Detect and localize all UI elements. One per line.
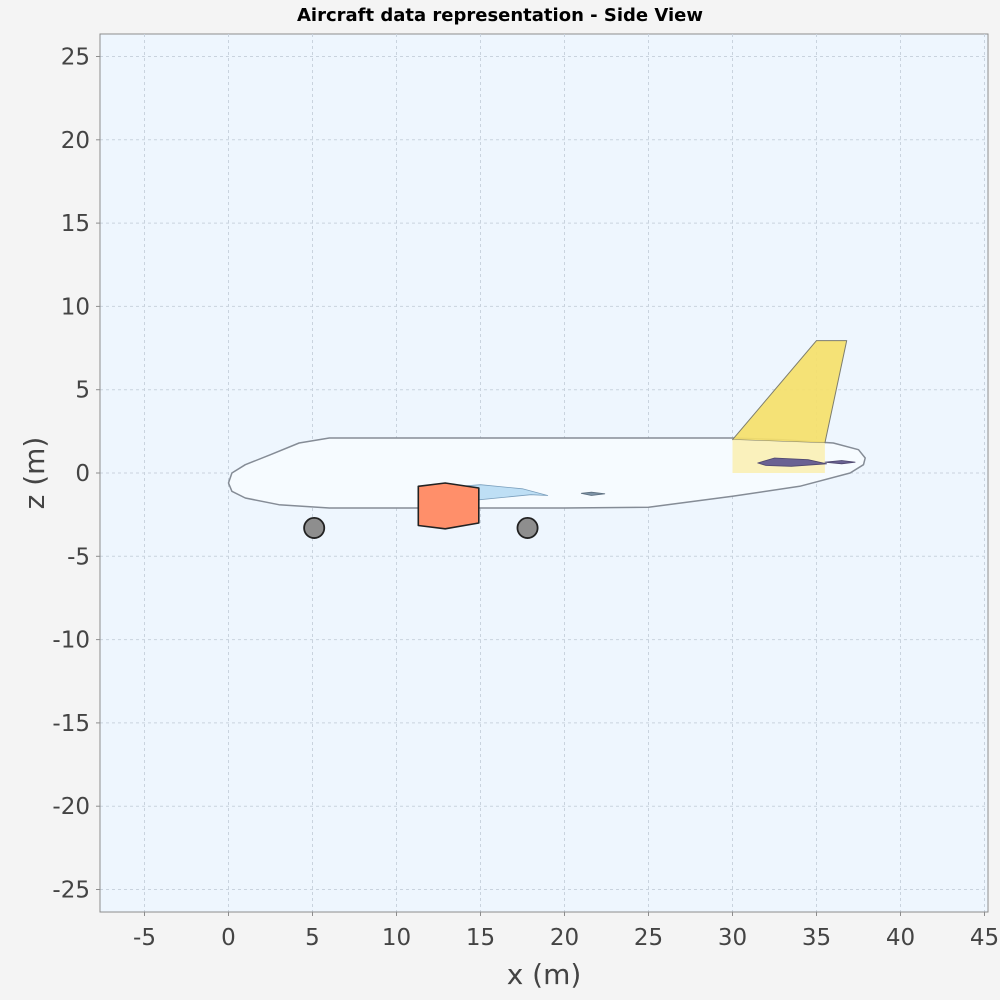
fuselage-shape bbox=[227, 437, 866, 509]
x-tick-label: 30 bbox=[718, 925, 747, 951]
tick-labels: -5 0 5 10 15 20 25 30 35 40 45 25 20 15 10 5 0 -5 -10 -15 -2… bbox=[52, 45, 999, 952]
z-tick-label: 0 bbox=[75, 461, 90, 487]
horizontal-tail-small-shape bbox=[824, 460, 856, 465]
x-tick-label: 25 bbox=[634, 925, 663, 951]
z-tick-label: -5 bbox=[67, 544, 90, 570]
x-axis-label: x (m) bbox=[507, 958, 582, 991]
y-axis-label: z (m) bbox=[18, 437, 51, 510]
main-gear-wheel bbox=[516, 516, 539, 539]
vertical-tail-root-shape bbox=[732, 439, 825, 473]
z-tick-label: 25 bbox=[61, 45, 90, 71]
x-tick-label: 40 bbox=[886, 925, 915, 951]
x-tick-label: 15 bbox=[466, 925, 495, 951]
aircraft-components bbox=[227, 340, 866, 530]
z-tick-label: -20 bbox=[52, 794, 90, 820]
vertical-tail-shape bbox=[732, 340, 848, 444]
x-tick-label: 45 bbox=[970, 925, 999, 951]
x-tick-label: 20 bbox=[550, 925, 579, 951]
z-tick-label: -10 bbox=[52, 628, 90, 654]
z-tick-label: -25 bbox=[52, 878, 90, 904]
nose-gear-wheel bbox=[303, 516, 326, 539]
z-tick-label: -15 bbox=[52, 711, 90, 737]
z-tick-label: 5 bbox=[75, 378, 90, 404]
x-tick-label: -5 bbox=[133, 925, 156, 951]
z-tick-label: 10 bbox=[61, 294, 90, 320]
landing-gear bbox=[303, 516, 539, 539]
x-tick-label: 10 bbox=[382, 925, 411, 951]
z-tick-label: 15 bbox=[61, 211, 90, 237]
x-tick-label: 5 bbox=[305, 925, 320, 951]
horizontal-tail-shape bbox=[757, 457, 827, 467]
x-tick-label: 35 bbox=[802, 925, 831, 951]
canard-shape bbox=[580, 491, 606, 496]
engine-shape bbox=[417, 482, 480, 530]
chart-title: Aircraft data representation - Side View bbox=[297, 5, 703, 26]
x-tick-label: 0 bbox=[221, 925, 236, 951]
z-tick-label: 20 bbox=[61, 128, 90, 154]
